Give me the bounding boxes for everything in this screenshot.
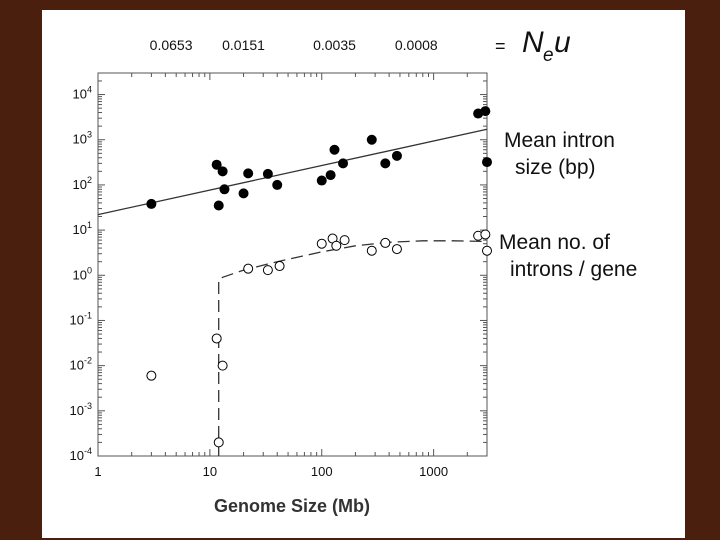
x-axis-ticks: 1 10 100 1000 xyxy=(94,73,488,479)
intron-count-fit-curve xyxy=(218,240,488,456)
intron-count-point xyxy=(274,261,285,272)
intron-count-point xyxy=(217,360,228,371)
intron-size-point xyxy=(482,157,492,168)
intron-size-point xyxy=(213,200,224,211)
top-tick-label: 0.0008 xyxy=(395,37,438,53)
intron-size-fit-line xyxy=(97,128,488,216)
y-tick-label: 104 xyxy=(73,85,92,102)
top-tick-label: 0.0035 xyxy=(313,37,356,53)
intron-size-point xyxy=(219,184,230,195)
series-intron-size-label-1: Mean intron xyxy=(504,129,615,152)
intron-size-point xyxy=(211,159,222,170)
intron-size-point xyxy=(366,134,377,145)
intron-size-point xyxy=(243,168,254,179)
intron-count-point xyxy=(331,240,342,251)
x-tick-label: 1 xyxy=(94,464,101,479)
data-points xyxy=(146,106,492,448)
y-tick-label: 100 xyxy=(73,265,92,282)
neu-label-u: u xyxy=(554,26,571,59)
x-tick-label: 1000 xyxy=(419,464,448,479)
y-tick-label: 10-2 xyxy=(70,356,92,373)
intron-size-point xyxy=(272,179,283,190)
neu-label-n: N xyxy=(522,26,544,59)
intron-count-point xyxy=(316,238,327,249)
intron-size-point xyxy=(146,198,157,209)
series-intron-size-label-2: size (bp) xyxy=(515,156,596,179)
intron-size-point xyxy=(338,158,349,169)
chart-svg: 1 10 100 1000 10-410-310-210-11001011021031… xyxy=(70,26,638,516)
intron-count-point xyxy=(243,263,254,274)
plot-frame xyxy=(97,72,488,457)
intron-count-point xyxy=(211,333,222,344)
intron-size-point xyxy=(329,144,340,155)
intron-count-point xyxy=(482,245,492,256)
intron-size-point xyxy=(325,170,336,181)
x-tick-label: 100 xyxy=(311,464,333,479)
intron-size-point xyxy=(380,158,391,169)
y-tick-label: 10-3 xyxy=(70,401,92,418)
intron-size-point xyxy=(391,150,402,161)
intron-count-point xyxy=(146,370,157,381)
y-tick-label: 103 xyxy=(73,130,92,147)
y-tick-label: 101 xyxy=(73,220,92,237)
intron-count-point xyxy=(380,237,391,248)
top-axis-equals: = xyxy=(495,36,506,56)
y-tick-label: 102 xyxy=(73,175,92,192)
slide-background: 1 10 100 1000 10-4 10-3 10-2 10-1 100 101 102 103 1… xyxy=(42,10,685,538)
top-tick-label: 0.0151 xyxy=(222,37,265,53)
top-axis-ticks: 0.0653 0.0151 0.0035 0.0008 xyxy=(150,37,438,53)
y-tick-label: 10-1 xyxy=(70,310,92,327)
series-intron-count-label-1: Mean no. of xyxy=(499,231,610,254)
intron-count-point xyxy=(262,265,273,276)
intron-count-point xyxy=(391,244,402,255)
intron-size-point xyxy=(316,175,327,186)
intron-size-point xyxy=(480,106,491,117)
top-tick-label: 0.0653 xyxy=(150,37,193,53)
fit-lines xyxy=(97,128,488,456)
intron-count-point xyxy=(213,437,224,448)
intron-size-point xyxy=(217,166,228,177)
intron-size-point xyxy=(238,188,249,199)
intron-size-point xyxy=(262,168,273,179)
x-tick-label: 10 xyxy=(203,464,217,479)
y-tick-label: 10-4 xyxy=(70,446,92,463)
series-intron-count-label-2: introns / gene xyxy=(510,258,637,281)
intron-count-point xyxy=(480,229,491,240)
neu-label-subscript: e xyxy=(543,45,554,66)
x-axis-title: Genome Size (Mb) xyxy=(214,496,370,516)
intron-count-point xyxy=(366,245,377,256)
intron-count-point xyxy=(339,235,350,246)
